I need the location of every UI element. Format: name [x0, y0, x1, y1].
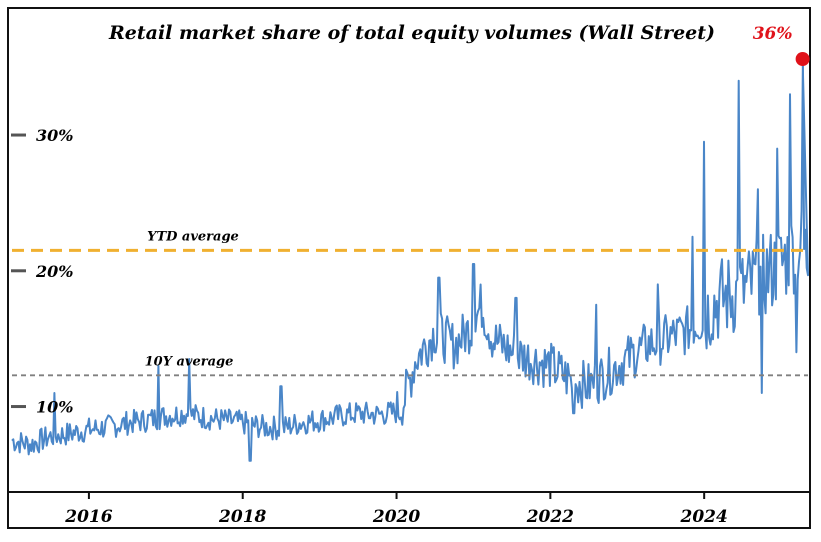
y-tick-label-2: 30%: [36, 126, 73, 145]
chart-frame: [7, 7, 811, 529]
x-tick-label-3: 2022: [526, 507, 574, 527]
reference-lines: YTD average 10Y average: [12, 229, 808, 377]
peak-label: 36%: [753, 24, 793, 44]
ref-label-0: YTD average: [147, 229, 239, 244]
series-layer: [11, 58, 809, 462]
peak-marker: [795, 52, 810, 67]
x-ticks: 2016 2018 2020 2022 2024: [64, 492, 728, 527]
series-line: [11, 58, 809, 462]
y-tick-label-0: 10%: [36, 398, 73, 417]
y-tick-label-1: 20%: [35, 262, 73, 281]
x-tick-label-4: 2024: [680, 507, 728, 527]
chart-title: Retail market share of total equity volu…: [108, 22, 715, 44]
x-tick-label-0: 2016: [64, 507, 112, 527]
x-tick-label-2: 2020: [372, 507, 420, 527]
y-ticks: 10% 20% 30%: [11, 126, 73, 417]
ref-label-1: 10Y average: [145, 354, 234, 369]
x-tick-label-1: 2018: [218, 507, 266, 527]
